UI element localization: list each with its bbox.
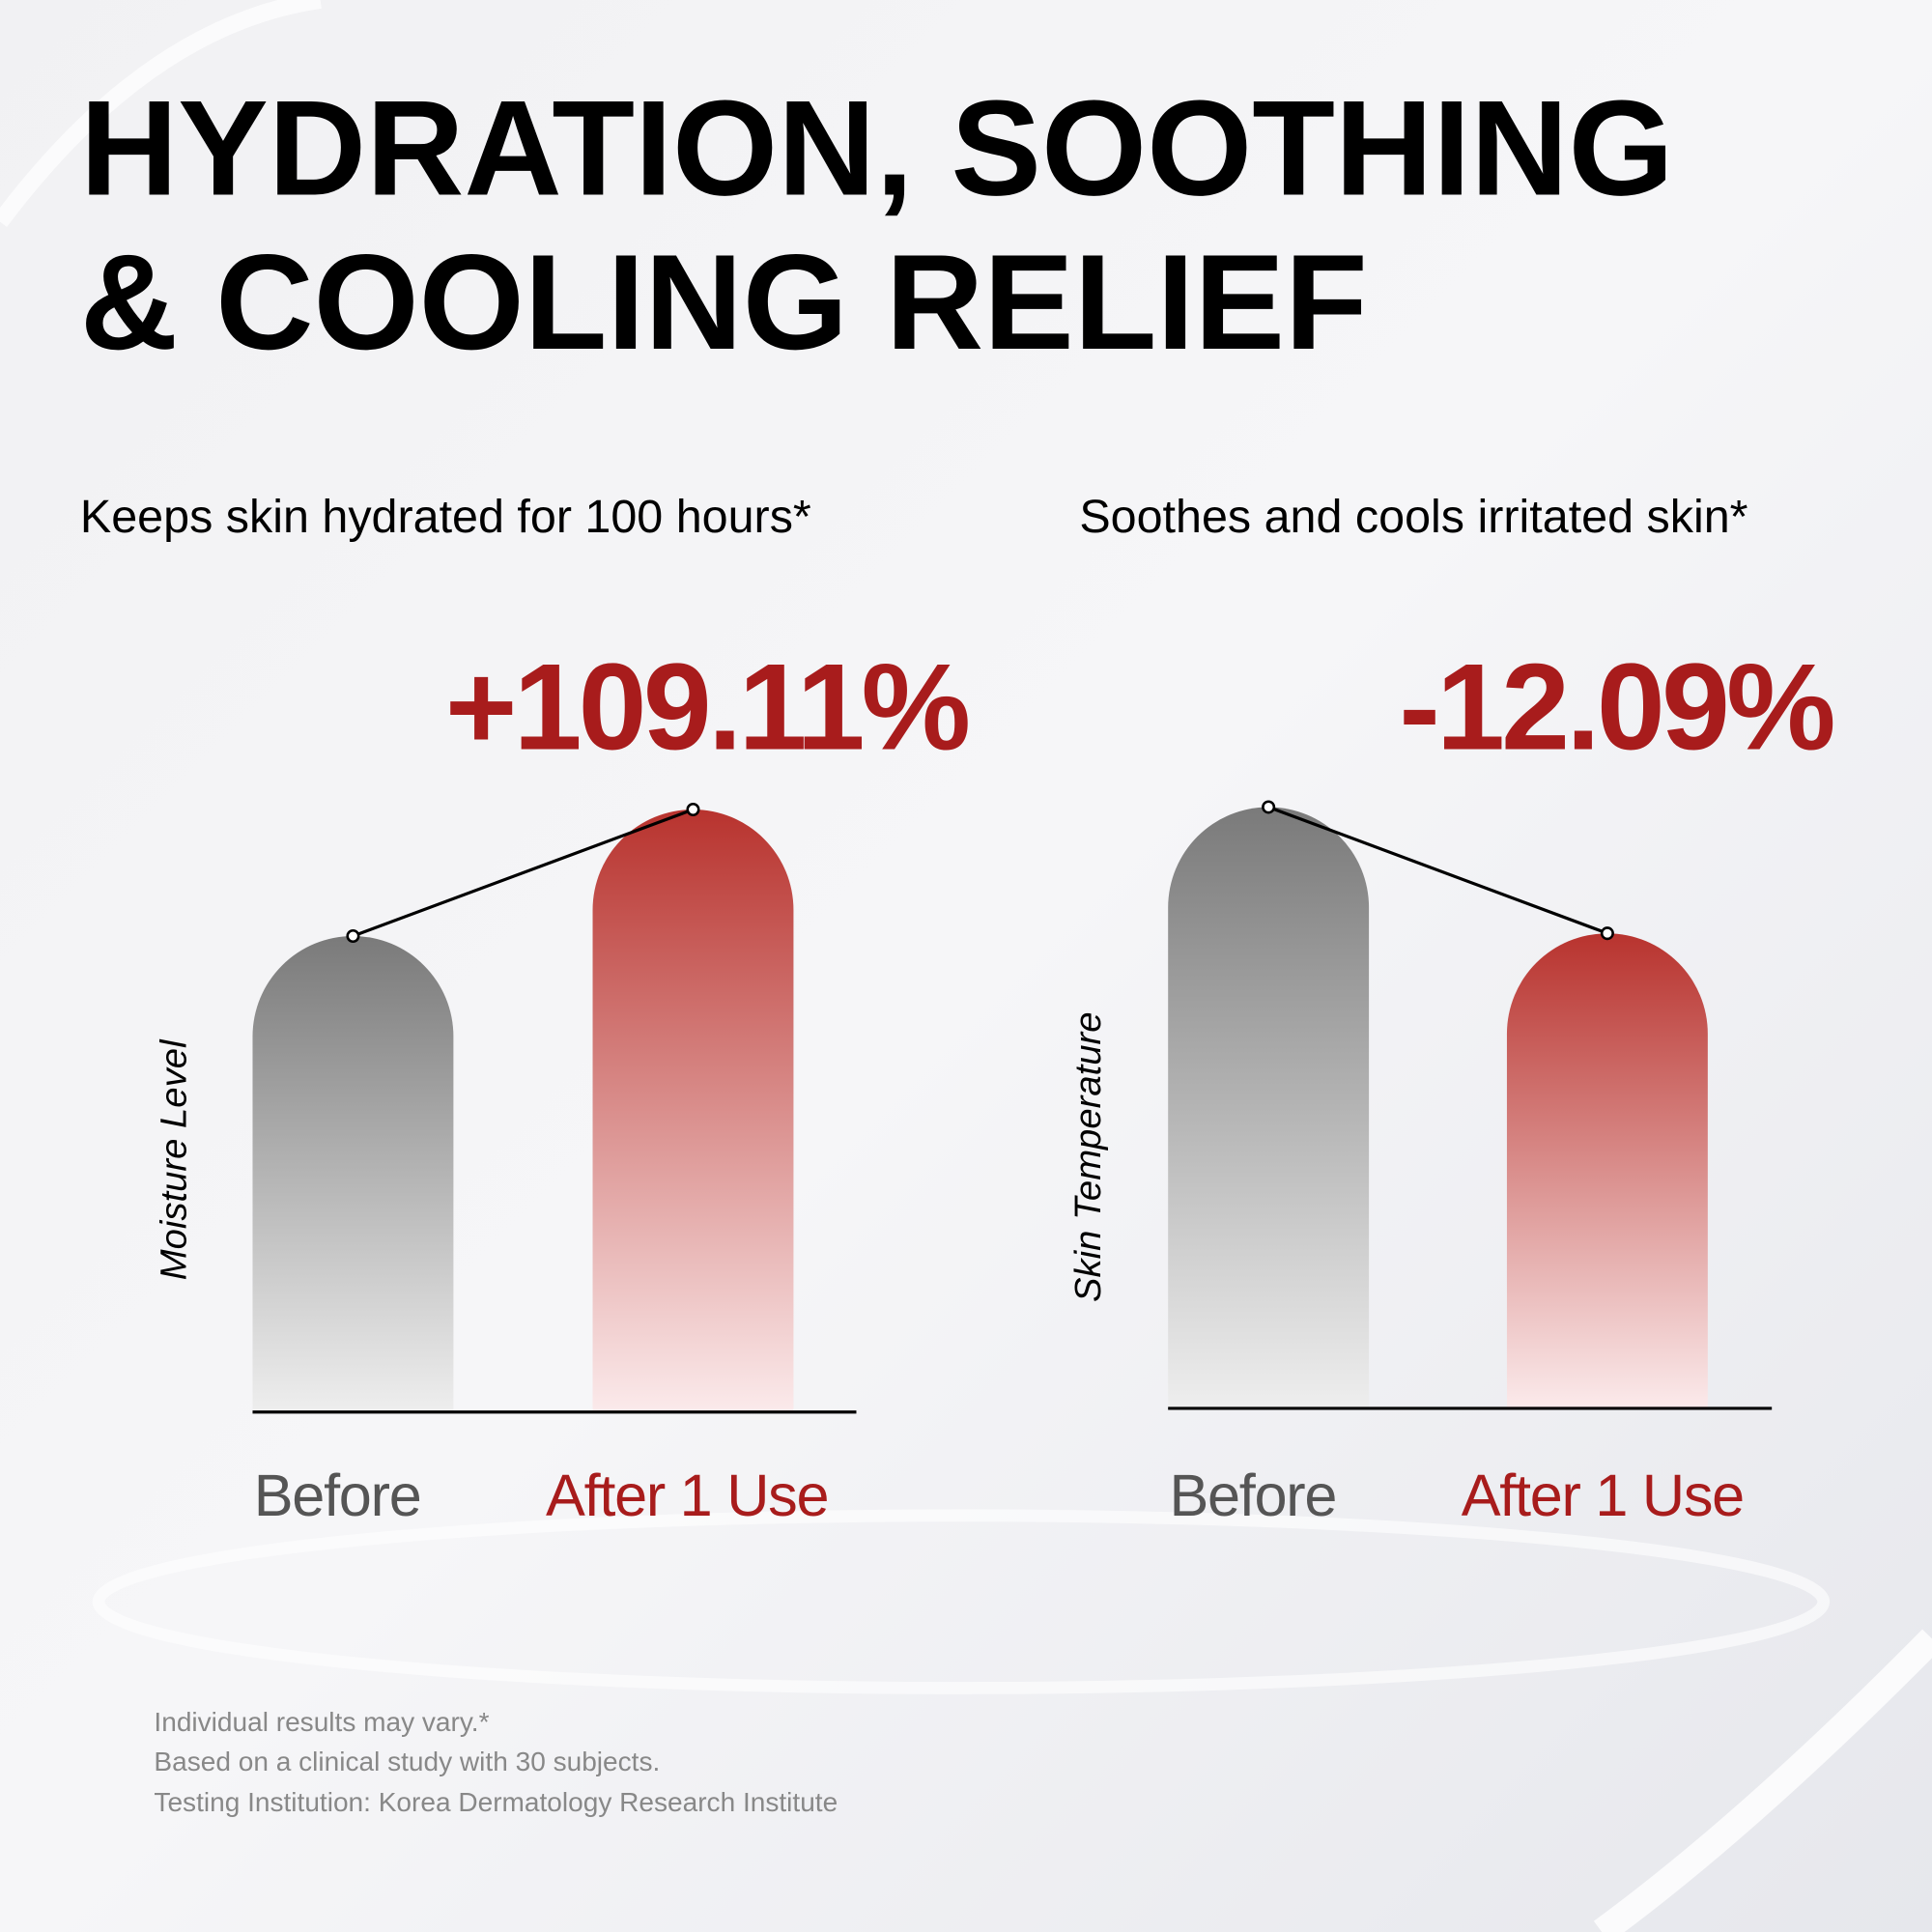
title-line: HYDRATION, SOOTHING [80, 72, 1674, 224]
chart-subtitle: Keeps skin hydrated for 100 hours* [80, 491, 811, 543]
annotation: -12.09% [1399, 639, 1833, 777]
chart: Soothes and cools irritated skin* -12.09%… [1067, 491, 1837, 1528]
point-marker [1262, 800, 1276, 814]
x-tick-label: After 1 Use [546, 1463, 828, 1528]
title-line: & COOLING RELIEF [80, 226, 1368, 378]
y-axis-label: Skin Temperature [1067, 1011, 1109, 1302]
point-marker [346, 928, 360, 944]
decor-arc [1593, 1629, 1932, 1932]
chart: Keeps skin hydrated for 100 hours* +109.1… [80, 491, 973, 1528]
point-marker [686, 802, 700, 817]
chart-subtitle: Soothes and cools irritated skin* [1079, 491, 1747, 543]
bar [1506, 933, 1708, 1408]
decor-arc [0, 0, 322, 227]
annotation: +109.11% [445, 639, 969, 777]
bar [592, 810, 794, 1412]
point-marker [1600, 926, 1614, 941]
bar [1168, 807, 1370, 1408]
footnote: Based on a clinical study with 30 subjec… [154, 1747, 660, 1776]
content: HYDRATION, SOOTHING & COOLING RELIEF Ind… [80, 72, 1674, 1817]
x-tick-label: After 1 Use [1462, 1463, 1744, 1528]
x-tick-label: Before [254, 1463, 421, 1528]
footnote: Testing Institution: Korea Dermatology R… [154, 1787, 838, 1817]
connector-line [352, 808, 695, 938]
bar [252, 935, 454, 1412]
decor-arc [92, 1509, 1831, 1694]
x-tick-label: Before [1169, 1463, 1336, 1528]
footnote: Individual results may vary.* [154, 1707, 489, 1737]
y-axis-label: Moisture Level [154, 1038, 195, 1280]
connector-line [1267, 805, 1608, 935]
